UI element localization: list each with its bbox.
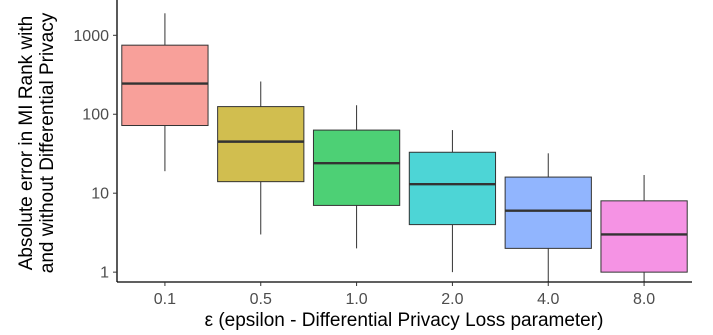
box-group-4.0 (504, 153, 592, 282)
axes-layer (116, 0, 692, 283)
x-tick-label: 4.0 (537, 291, 559, 308)
x-tick-label: 0.5 (250, 291, 272, 308)
box-iqr (408, 151, 497, 226)
y-axis-title-line-1: Absolute error in MI Rank with (16, 16, 37, 271)
x-axis-title: ε (epsilon - Differential Privacy Loss p… (205, 310, 604, 331)
y-tick-label: 1000 (73, 28, 109, 45)
y-tick-label: 100 (82, 107, 109, 124)
boxes-layer (121, 13, 688, 282)
box-group-8.0 (600, 174, 688, 282)
box-iqr (600, 200, 688, 273)
x-tick-label: 8.0 (633, 291, 655, 308)
x-tick-label: 0.1 (154, 291, 176, 308)
box-iqr (217, 106, 305, 183)
x-tick-label: 2.0 (441, 291, 463, 308)
y-axis-title-line-2: and without Differential Privacy (37, 12, 58, 273)
y-tick-label: 10 (91, 186, 109, 203)
box-iqr (121, 44, 209, 127)
x-ticks-layer: 0.1 0.5 1.0 2.0 4.0 8.0 (154, 282, 655, 308)
box-iqr (504, 176, 592, 249)
y-tick-label: 1 (100, 265, 109, 282)
box-group-0.5 (217, 81, 305, 235)
box-group-2.0 (408, 130, 497, 273)
box-iqr (312, 129, 401, 206)
box-group-0.1 (121, 13, 209, 172)
box-group-1.0 (312, 105, 401, 249)
x-tick-label: 1.0 (345, 291, 367, 308)
y-ticks-layer: 1 10 100 1000 (73, 28, 117, 282)
